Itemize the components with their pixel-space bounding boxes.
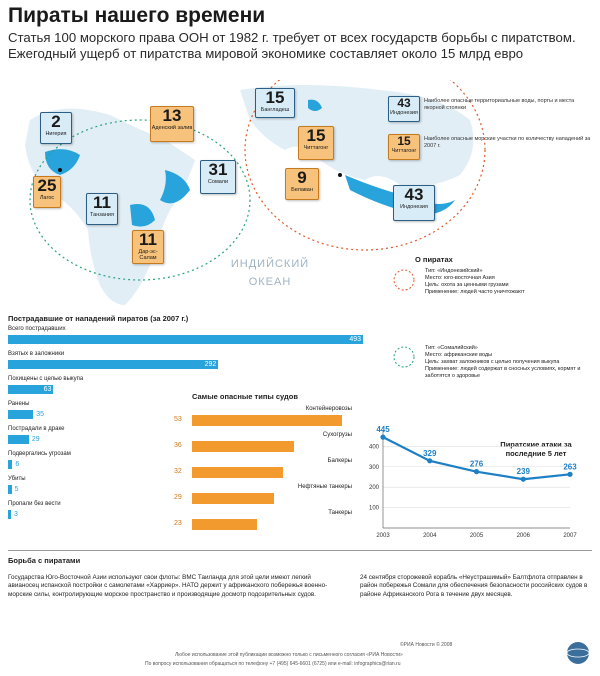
line-point-label: 263: [563, 462, 577, 471]
ships-bar: [192, 519, 258, 530]
victims-bar: [8, 435, 29, 444]
line-point: [473, 469, 480, 475]
map: 2 Нигерия 25 Лагос 11 Танзания 13 Аденский з…: [0, 80, 600, 312]
victims-bar: [8, 335, 363, 344]
victims-bar-value: 63: [43, 386, 52, 393]
line-point-label: 276: [470, 460, 484, 469]
x-tick-label: 2006: [517, 533, 531, 539]
map-box-somalia: 31 Сомали: [200, 160, 236, 194]
ships-bar: [192, 493, 275, 504]
y-tick-label: 400: [369, 444, 380, 450]
line-chart: 100 200 300 400 445 2003 329 2004 276 2005 239 2006…: [369, 425, 577, 539]
map-box-lagos: 25 Лагос: [33, 176, 61, 208]
map-box-aden: 13 Аденский залив: [150, 106, 194, 142]
fight-title: Борьба с пиратами: [8, 556, 81, 565]
line-point-label: 239: [517, 467, 531, 476]
victims-bar: [8, 360, 219, 369]
victims-bar-value: 5: [14, 486, 19, 493]
pirates-info-title: О пиратах: [415, 255, 453, 264]
ships-bar: [192, 467, 283, 478]
victims-bar-value: 493: [349, 336, 361, 343]
victims-bar: [8, 510, 11, 519]
victims-bar-value: 6: [15, 461, 20, 468]
legend-orange-box: 15 Читтагонг: [388, 134, 420, 160]
ships-bar: [192, 441, 294, 452]
ships-bar-value: 53: [174, 416, 182, 423]
victims-bar-label: Пострадали в драке: [8, 426, 65, 432]
page-title: Пираты нашего времени: [8, 4, 266, 27]
victims-bar: [8, 460, 13, 469]
line-point-label: 445: [376, 425, 390, 434]
ocean-label-2: ОКЕАН: [248, 276, 292, 288]
ships-bar-value: 36: [174, 442, 182, 449]
somali-info: Тип: «Сомалийский» Место: африканские вод…: [425, 345, 581, 379]
divider: [8, 550, 592, 551]
ships-bar-value: 29: [174, 494, 182, 501]
line-point: [380, 434, 386, 440]
footer-line-2: По вопросу использования обращаться по т…: [145, 661, 401, 667]
victims-bar-label: Взятых в заложники: [8, 351, 65, 357]
victims-title: Пострадавшие от нападений пиратов (за 20…: [8, 314, 189, 323]
line-point: [427, 458, 433, 464]
ships-bar: [192, 415, 342, 426]
victims-bar-value: 29: [31, 436, 40, 443]
ships-bar-label: Нефтяные танкеры: [297, 484, 352, 490]
line-point: [567, 471, 573, 477]
x-tick-label: 2003: [376, 533, 390, 539]
footer-line-1: Любое использование этой публикации возм…: [175, 652, 403, 658]
victims-bar: [8, 410, 34, 419]
lead-text: Статья 100 морского права ООН от 1982 г.…: [8, 30, 576, 61]
victims-bar-label: Убиты: [8, 476, 26, 482]
y-tick-label: 200: [369, 485, 380, 491]
indo-circle-icon: [393, 269, 415, 291]
map-box-chittagong: 15 Читтагонг: [298, 126, 334, 160]
ships-bar-label: Сухогрузы: [322, 432, 352, 438]
line-point: [520, 476, 526, 482]
victims-bar: [8, 385, 54, 394]
map-box-nigeria: 2 Нигерия: [40, 112, 72, 144]
line-chart-title: Пиратские атаки за последние 5 лет: [500, 440, 572, 458]
victims-bar: [8, 485, 12, 494]
indo-info: Тип: «Индонезийский» Место: юго-восточная…: [425, 268, 525, 295]
y-tick-label: 100: [369, 506, 380, 512]
fight-col2: 24 сентября сторожевой корабль «Неустраш…: [360, 574, 588, 598]
map-box-tanzania: 11 Танзания: [86, 193, 118, 225]
victims-bar-value: 3: [14, 511, 18, 518]
victims-bar-label: Всего пострадавших: [8, 326, 66, 332]
somali-circle-icon: [393, 346, 415, 368]
x-tick-label: 2005: [470, 533, 484, 539]
ships-bar-label: Балкеры: [327, 458, 352, 464]
fight-col1: Государства Юго-Восточной Азии использую…: [8, 574, 328, 598]
y-tick-label: 300: [369, 465, 380, 471]
x-tick-label: 2004: [423, 533, 437, 539]
ships-bar-label: Танкеры: [328, 510, 352, 516]
ships-bar-label: Контейнеровозы: [305, 406, 352, 412]
copyright: ©РИА Новости © 2008: [400, 642, 453, 648]
map-box-dar-es-salaam: 11 Дар-эс-Салам: [132, 230, 164, 264]
line-point-label: 329: [423, 449, 437, 458]
ships-title: Самые опасные типы судов: [192, 392, 298, 401]
legend-blue-text: Наиболее опасные территориальные воды, п…: [424, 98, 575, 111]
ocean-label-1: ИНДИЙСКИЙ: [230, 258, 310, 270]
victims-bar-label: Похищены с целью выкупа: [8, 376, 84, 382]
ships-bar-value: 32: [174, 468, 182, 475]
victims-bar-value: 35: [36, 411, 44, 418]
ships-bar-value: 23: [174, 520, 182, 527]
victims-bar-label: Подвергались угрозам: [8, 451, 71, 457]
legend-orange-text: Наиболее опасные морские участки по коли…: [424, 136, 591, 149]
victims-bar-value: 292: [204, 361, 217, 368]
legend-blue-box: 43 Индонезия: [388, 96, 420, 122]
ria-globe-icon: [566, 642, 590, 664]
map-box-bangladesh: 15 Бангладеш: [255, 88, 295, 118]
x-tick-label: 2007: [563, 533, 577, 539]
map-box-indonesia: 43 Индонезия: [393, 185, 435, 221]
victims-bar-label: Пропали без вести: [8, 501, 61, 507]
victims-bar-label: Ранены: [8, 401, 30, 407]
map-box-belawan: 9 Белаван: [285, 168, 319, 200]
